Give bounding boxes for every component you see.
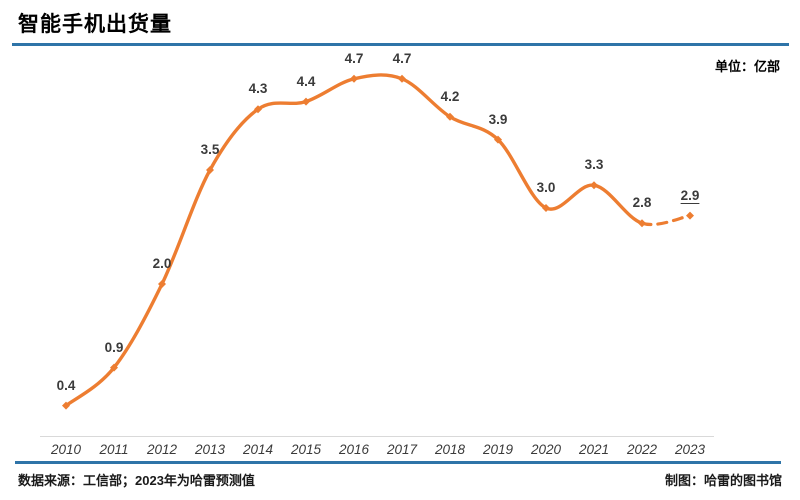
x-axis-label-2017: 2017 bbox=[386, 442, 418, 457]
x-axis-label-2020: 2020 bbox=[530, 442, 562, 457]
data-point-marker-2014 bbox=[254, 105, 262, 114]
data-label-2013: 3.5 bbox=[200, 142, 220, 157]
x-axis-label-2010: 2010 bbox=[50, 442, 82, 457]
data-label-2012: 2.0 bbox=[152, 256, 172, 271]
x-axis-label-2013: 2013 bbox=[194, 442, 226, 457]
data-label-2011: 0.9 bbox=[104, 339, 124, 355]
x-axis-label-2019: 2019 bbox=[482, 442, 514, 457]
data-point-marker-2023 bbox=[686, 211, 694, 220]
data-label-2023: 2.9 bbox=[680, 187, 700, 203]
data-point-marker-2018 bbox=[446, 112, 454, 121]
data-point-marker-2010 bbox=[62, 401, 70, 410]
data-label-2017: 4.7 bbox=[392, 50, 412, 66]
x-axis-label-2014: 2014 bbox=[242, 442, 274, 457]
data-point-marker-2011 bbox=[110, 363, 118, 372]
data-point-marker-2017 bbox=[398, 74, 406, 83]
footer-divider-rule bbox=[15, 461, 781, 464]
data-label-2021: 3.3 bbox=[584, 157, 604, 173]
data-point-marker-2019 bbox=[494, 135, 502, 144]
data-source-note: 数据来源：工信部；2023年为哈雷预测值 bbox=[18, 473, 255, 488]
data-label-2019: 3.9 bbox=[488, 111, 508, 127]
x-axis-line bbox=[40, 436, 714, 437]
x-axis-label-2011: 2011 bbox=[99, 442, 129, 457]
x-axis-label-2015: 2015 bbox=[290, 442, 322, 457]
x-axis-label-2018: 2018 bbox=[434, 442, 466, 457]
data-point-marker-2016 bbox=[350, 74, 358, 83]
line-series-dashed-forecast bbox=[640, 214, 692, 226]
data-point-marker-2021 bbox=[590, 181, 598, 190]
data-point-marker-2013 bbox=[206, 166, 214, 174]
data-label-2018: 4.2 bbox=[440, 88, 460, 104]
x-axis-label-2021: 2021 bbox=[578, 442, 610, 457]
data-point-marker-2015 bbox=[302, 97, 310, 106]
data-label-2010: 0.4 bbox=[56, 377, 76, 393]
x-axis-label-2016: 2016 bbox=[338, 442, 370, 457]
data-point-marker-2012 bbox=[158, 280, 166, 288]
data-label-2015: 4.4 bbox=[296, 73, 316, 89]
data-point-marker-2022 bbox=[638, 219, 646, 228]
unit-label: 单位：亿部 bbox=[714, 59, 780, 74]
data-label-2014: 4.3 bbox=[248, 81, 268, 97]
data-point-marker-2020 bbox=[542, 204, 550, 212]
data-label-2022: 2.8 bbox=[632, 195, 652, 211]
page-title: 智能手机出货量 bbox=[18, 13, 172, 36]
x-axis-label-2023: 2023 bbox=[674, 442, 706, 457]
x-axis-label-2012: 2012 bbox=[146, 442, 178, 457]
line-series-solid bbox=[64, 73, 644, 408]
data-label-2020: 3.0 bbox=[536, 180, 556, 195]
title-underline-rule bbox=[12, 43, 789, 46]
data-label-2016: 4.7 bbox=[344, 50, 364, 66]
x-axis-label-2022: 2022 bbox=[626, 442, 658, 457]
chart-credit-note: 制图：哈雷的图书馆 bbox=[664, 473, 782, 488]
